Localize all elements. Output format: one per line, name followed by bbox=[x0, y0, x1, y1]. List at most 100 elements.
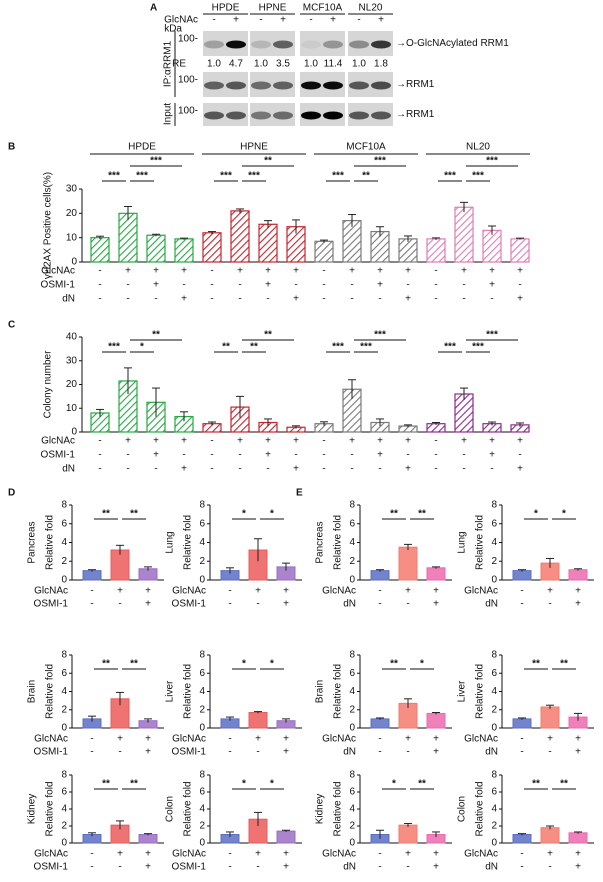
condition-sign: + bbox=[283, 586, 289, 597]
y-tick-label: 8 bbox=[491, 500, 497, 511]
y-tick-label: 6 bbox=[349, 787, 355, 798]
condition-sign: + bbox=[517, 436, 523, 447]
condition-sign: - bbox=[322, 294, 325, 305]
condition-sign: + bbox=[377, 266, 383, 277]
condition-sign: + bbox=[405, 294, 411, 305]
y-tick-label: 30 bbox=[66, 355, 78, 366]
bar bbox=[568, 569, 588, 581]
condition-sign: - bbox=[98, 464, 101, 475]
condition-sign: - bbox=[118, 599, 121, 610]
significance-label: ** bbox=[222, 342, 230, 353]
significance-label: *** bbox=[472, 171, 484, 182]
bar bbox=[510, 238, 530, 263]
condition-sign: - bbox=[238, 294, 241, 305]
significance-label: * bbox=[270, 779, 274, 790]
condition-sign: + bbox=[405, 849, 411, 860]
condition-sign: + bbox=[283, 862, 289, 873]
condition-sign: + bbox=[489, 450, 495, 461]
significance-label: *** bbox=[360, 342, 372, 353]
condition-sign: + bbox=[145, 599, 151, 610]
condition-sign: + bbox=[575, 747, 581, 758]
condition-sign: + bbox=[125, 436, 131, 447]
condition-sign: - bbox=[406, 450, 409, 461]
condition-sign: - bbox=[98, 266, 101, 277]
y-tick-label: 8 bbox=[491, 770, 497, 781]
condition-sign: - bbox=[90, 586, 93, 597]
blot-band bbox=[204, 40, 224, 49]
condition-sign: - bbox=[520, 586, 523, 597]
condition-sign: - bbox=[518, 280, 521, 291]
significance-label: *** bbox=[332, 342, 344, 353]
condition-sign: + bbox=[283, 747, 289, 758]
bar bbox=[90, 237, 110, 263]
y-tick-label: 2 bbox=[349, 821, 355, 832]
condition-sign: + bbox=[547, 586, 553, 597]
y-tick-label: 0 bbox=[71, 427, 77, 438]
bar bbox=[512, 718, 532, 729]
blot-band bbox=[371, 40, 391, 49]
condition-sign: - bbox=[238, 464, 241, 475]
significance-label: ** bbox=[362, 171, 370, 182]
chart-title: Lung bbox=[457, 531, 468, 553]
y-tick-label: 40 bbox=[66, 332, 78, 343]
y-axis-label: Relative fold bbox=[183, 515, 194, 570]
condition-sign: - bbox=[462, 280, 465, 291]
condition-sign: + bbox=[405, 586, 411, 597]
significance-label: * bbox=[270, 509, 274, 520]
condition-sign: - bbox=[350, 450, 353, 461]
condition-sign: + bbox=[283, 849, 289, 860]
condition-sign: - bbox=[210, 280, 213, 291]
blot-band bbox=[251, 40, 271, 49]
y-axis-label: γH2AX Positive cells(%) bbox=[43, 172, 54, 279]
condition-sign: - bbox=[434, 266, 437, 277]
condition-sign: + bbox=[293, 464, 299, 475]
condition-label: GlcNAc bbox=[464, 849, 498, 860]
treatment-sign: - bbox=[259, 15, 262, 26]
y-tick-label: 6 bbox=[199, 787, 205, 798]
bar bbox=[342, 220, 362, 263]
y-tick-label: 0 bbox=[199, 575, 205, 586]
significance-label: *** bbox=[136, 171, 148, 182]
bar bbox=[540, 706, 560, 729]
mw-marker: 100- bbox=[178, 106, 198, 117]
significance-label: ** bbox=[418, 779, 426, 790]
blot-image bbox=[250, 103, 295, 126]
condition-sign: - bbox=[406, 747, 409, 758]
bar bbox=[568, 832, 588, 844]
significance-label: ** bbox=[102, 509, 110, 520]
blot-band bbox=[301, 40, 321, 49]
significance-label: ** bbox=[532, 779, 540, 790]
condition-sign: - bbox=[294, 280, 297, 291]
condition-sign: + bbox=[283, 599, 289, 610]
re-value: 1.0 bbox=[254, 59, 268, 70]
y-tick-label: 0 bbox=[349, 838, 355, 849]
condition-sign: + bbox=[153, 266, 159, 277]
cell-line-label: MCF10A bbox=[303, 3, 343, 14]
condition-sign: + bbox=[117, 849, 123, 860]
significance-label: ** bbox=[390, 509, 398, 520]
y-tick-label: 0 bbox=[491, 838, 497, 849]
condition-sign: + bbox=[145, 849, 151, 860]
condition-sign: - bbox=[548, 747, 551, 758]
significance-label: * bbox=[242, 659, 246, 670]
blot-image bbox=[300, 103, 345, 126]
condition-sign: - bbox=[548, 599, 551, 610]
unit-label: kDa bbox=[164, 24, 182, 35]
bar bbox=[230, 210, 250, 263]
y-tick-label: 4 bbox=[61, 537, 67, 548]
condition-sign: + bbox=[433, 862, 439, 873]
condition-sign: - bbox=[90, 599, 93, 610]
blot-band bbox=[371, 81, 391, 90]
bar bbox=[426, 712, 446, 729]
y-axis-label: Relative fold bbox=[183, 781, 194, 836]
condition-sign: + bbox=[349, 266, 355, 277]
y-tick-label: 2 bbox=[491, 704, 497, 715]
blot-band bbox=[349, 111, 369, 120]
condition-sign: - bbox=[462, 464, 465, 475]
y-tick-label: 8 bbox=[199, 650, 205, 661]
chart-title: Colon bbox=[457, 796, 468, 822]
chart-title: Pancreas bbox=[27, 521, 38, 563]
re-value: 1.0 bbox=[352, 59, 366, 70]
condition-label: dN bbox=[343, 599, 356, 610]
condition-sign: - bbox=[378, 464, 381, 475]
